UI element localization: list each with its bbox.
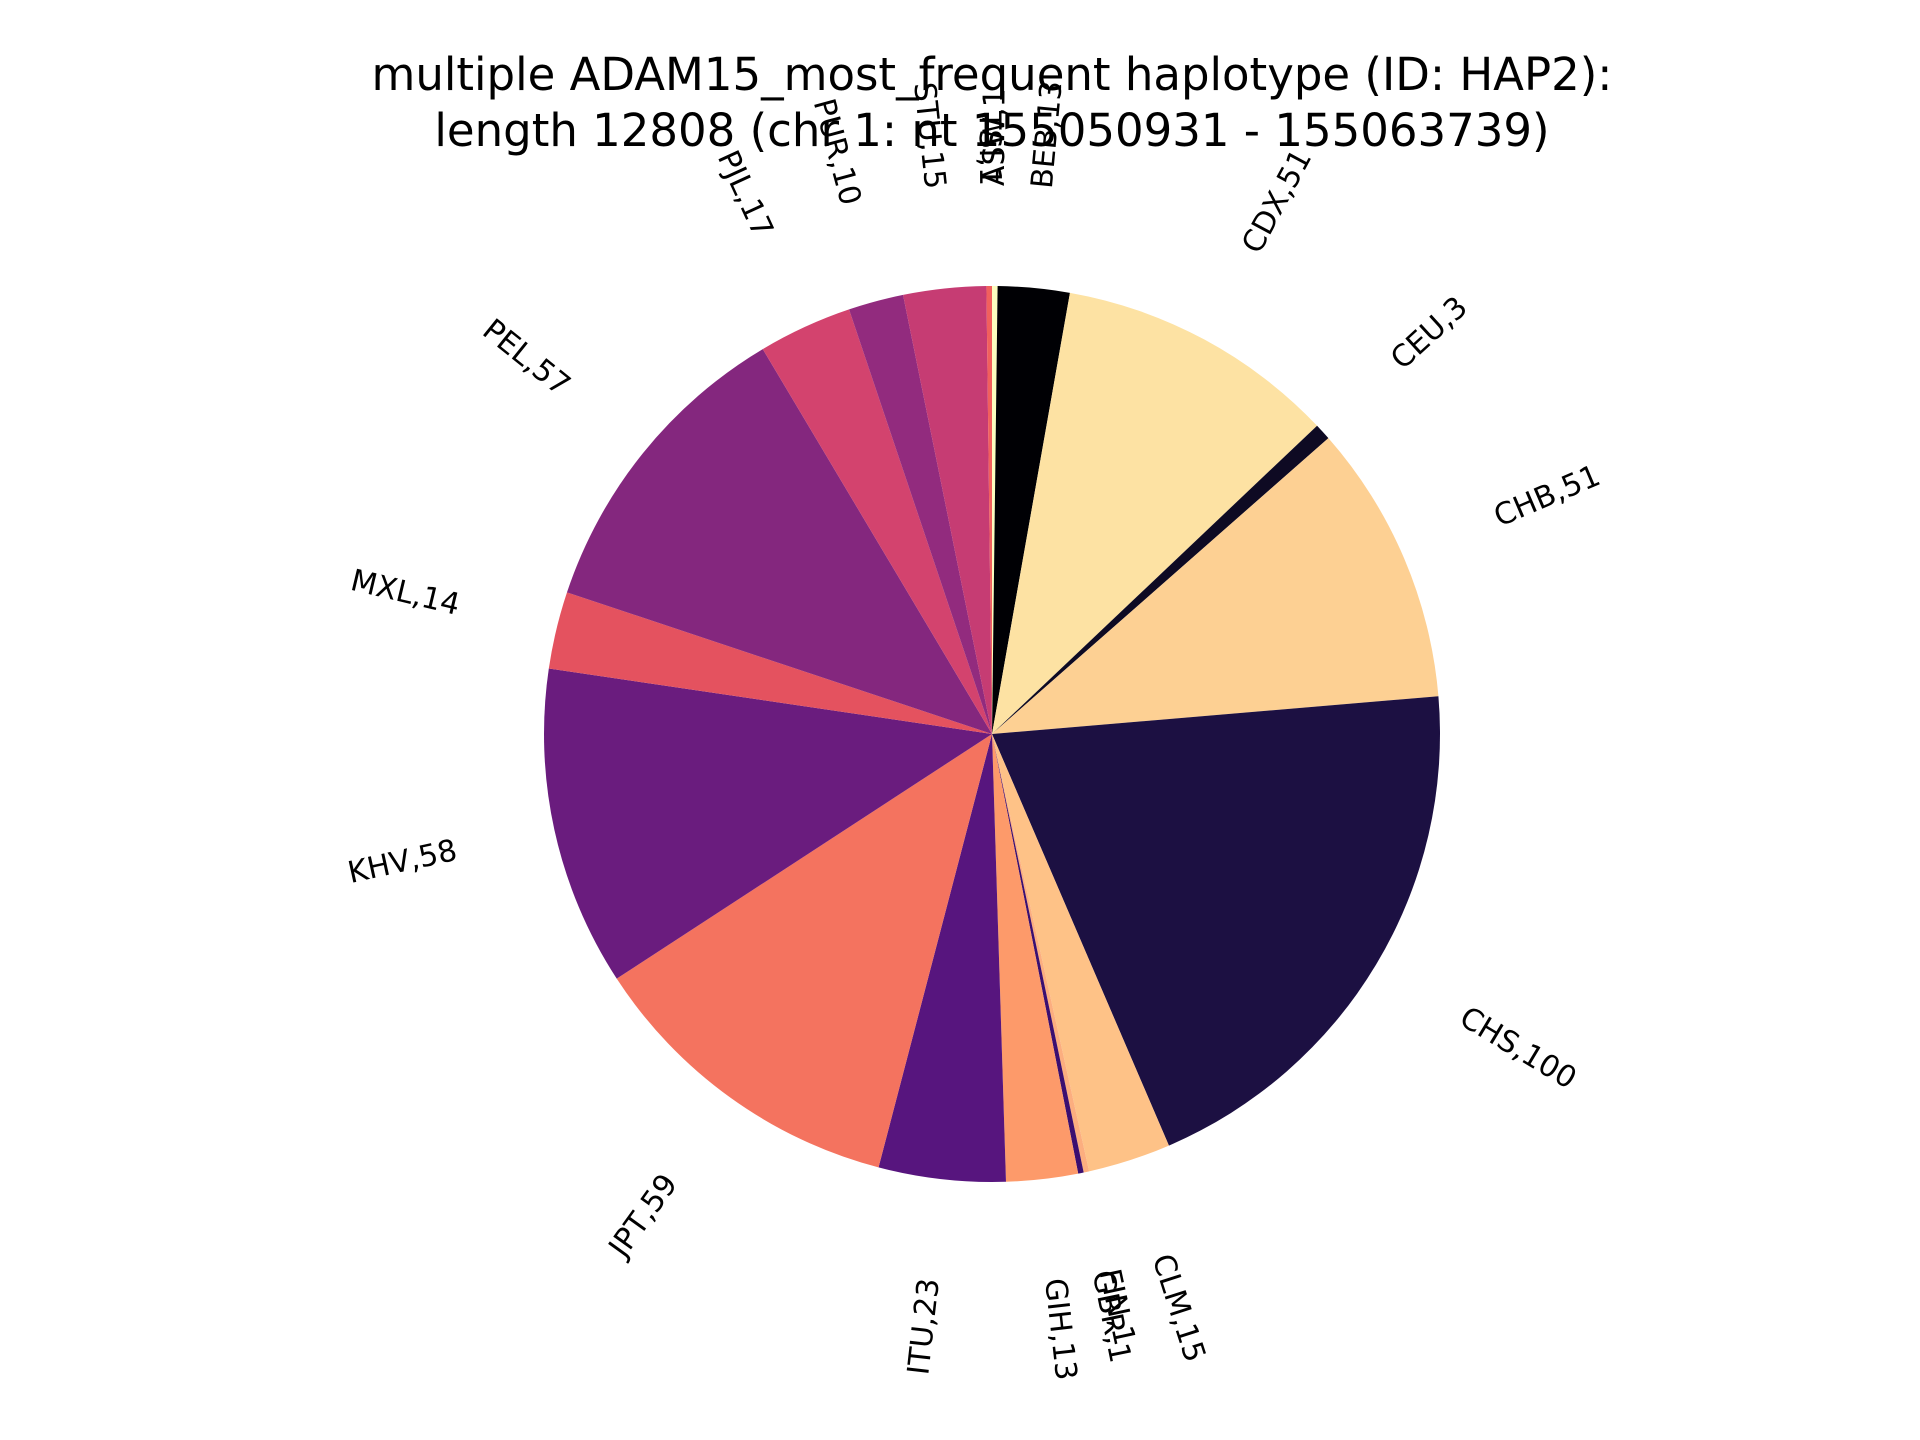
pie-slice-clm — [992, 734, 1169, 1172]
pie-label-itu: ITU,23 — [901, 1276, 947, 1376]
pie-slice-asw — [992, 285, 998, 734]
pie-label-cdx: CDX,51 — [1235, 144, 1319, 259]
pie-slice-stu — [903, 286, 992, 734]
pie-label-pel: PEL,57 — [476, 312, 577, 403]
pie-label-gih: GIH,13 — [1037, 1276, 1083, 1382]
pie-label-asw: ASW,1 — [977, 88, 1013, 186]
pie-label-clm: CLM,15 — [1145, 1250, 1212, 1367]
pie-slice-khv — [544, 668, 992, 979]
pie-slice-itu — [878, 734, 1006, 1182]
pie-slice-tsi — [986, 285, 992, 734]
pie-label-pjl: PJL,17 — [710, 145, 780, 243]
pie-label-ceu: CEU,3 — [1384, 290, 1474, 377]
pie-slice-pur — [849, 294, 992, 734]
pie-slice-cdx — [992, 292, 1318, 734]
pie-label-khv: KHV,58 — [345, 833, 460, 891]
pie-slice-gih — [992, 734, 1079, 1182]
pie-slice-jpt — [616, 734, 992, 1168]
pie-slice-pjl — [762, 309, 992, 734]
pie-slice-gbr — [992, 734, 1084, 1174]
pie-slice-pel — [566, 349, 992, 734]
pie-label-jpt: JPT,59 — [601, 1168, 685, 1266]
pie-label-mxl: MXL,14 — [347, 563, 463, 623]
chart-title-line-1: multiple ADAM15_most_frequent haplotype … — [372, 48, 1613, 101]
pie-slice-chb — [992, 438, 1439, 734]
pie-slice-fin — [992, 734, 1090, 1173]
pie-label-chb: CHB,51 — [1489, 458, 1606, 534]
pie-label-chs: CHS,100 — [1453, 1000, 1582, 1097]
chart-title-line-2: length 12808 (chr 1: nt 155050931 - 1550… — [434, 104, 1549, 157]
pie-slice-chs — [992, 696, 1441, 1146]
pie-slice-ceu — [992, 425, 1329, 734]
pie-slice-mxl — [548, 592, 992, 734]
pie-slices — [544, 285, 1441, 1182]
pie-label-tsi: TSI,1 — [972, 110, 1007, 186]
pie-slice-beb — [992, 286, 1070, 734]
